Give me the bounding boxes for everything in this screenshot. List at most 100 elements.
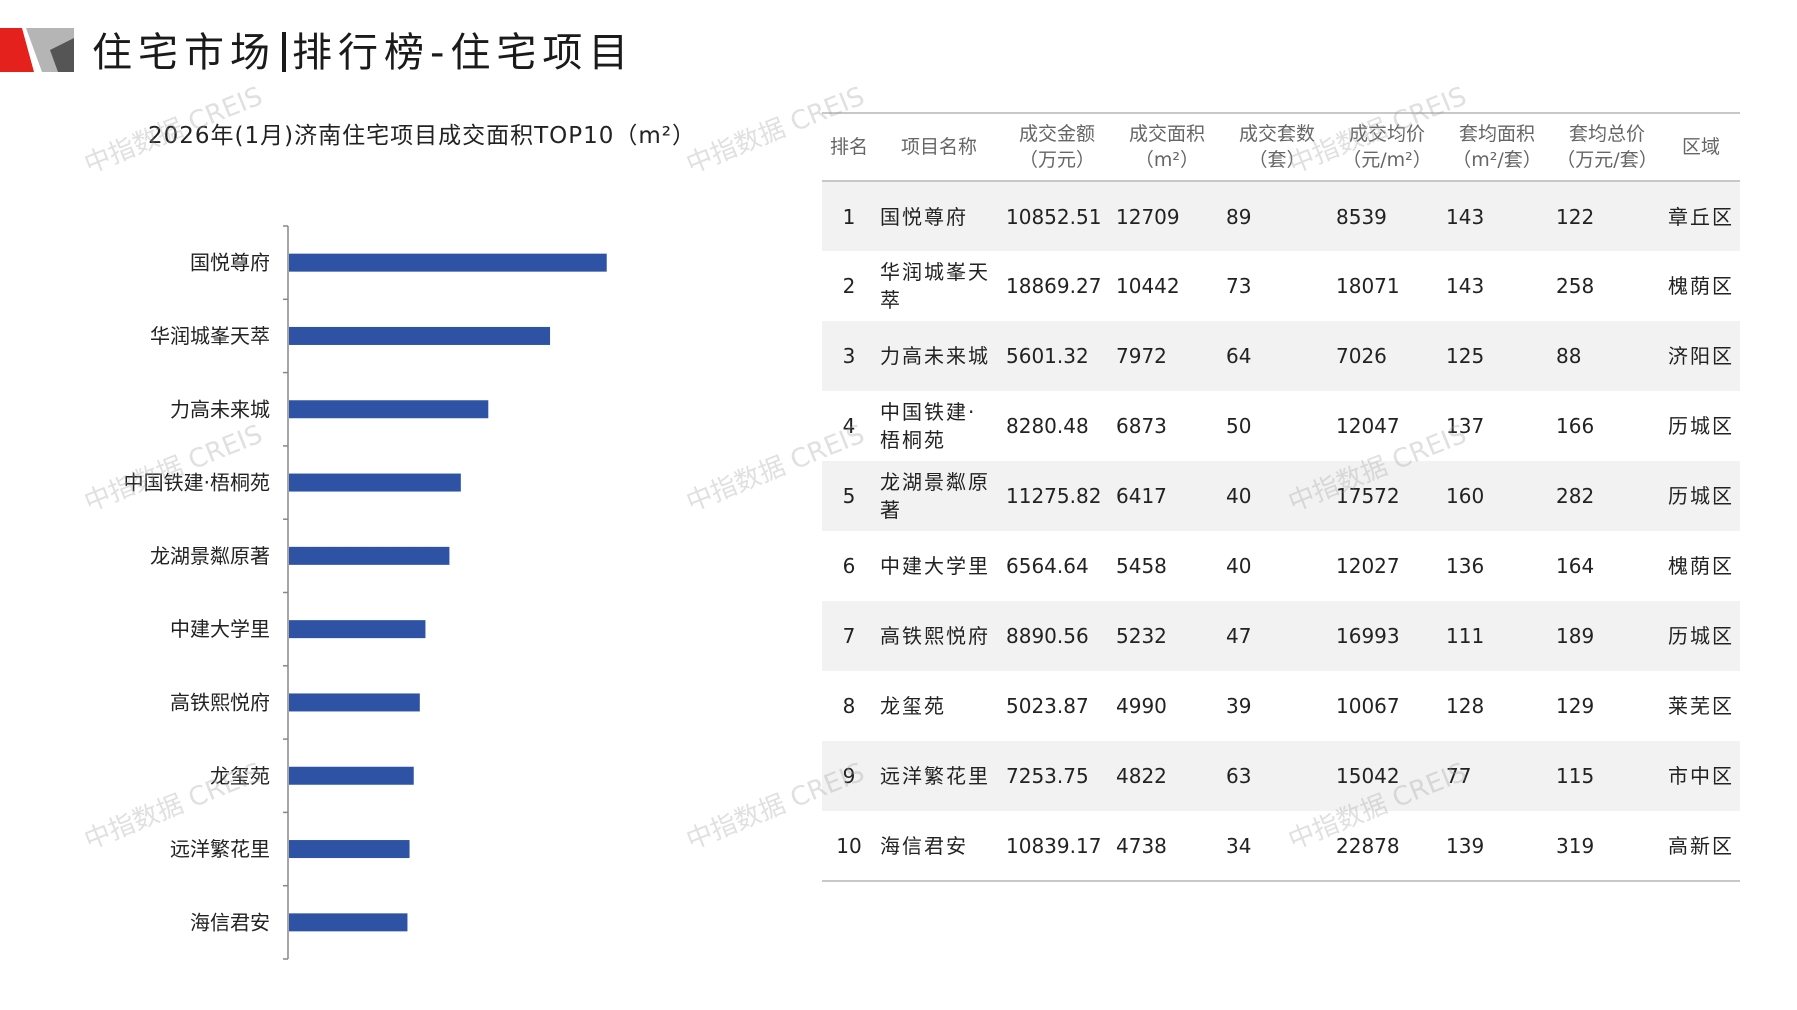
avg-total-cell: 164 <box>1556 554 1595 578</box>
avg-price-cell: 15042 <box>1336 764 1400 788</box>
project-name-cell: 远洋繁花里 <box>880 764 990 788</box>
amount-cell: 6564.64 <box>1006 554 1089 578</box>
category-label: 龙玺苑 <box>210 764 270 788</box>
table-body: 1 国悦尊府 10852.51 12709 89 8539 143 122 章丘区 2 华润城峯天萃… <box>822 181 1740 881</box>
avg-price-cell: 18071 <box>1336 274 1400 298</box>
header-rank: 排名 <box>829 136 868 158</box>
table-row: 8 龙玺苑 5023.87 4990 39 10067 128 129 莱芜区 <box>822 671 1740 741</box>
avg-total-cell: 115 <box>1556 764 1595 788</box>
avg-total-cell: 189 <box>1556 624 1595 648</box>
project-name-cell: 龙玺苑 <box>880 694 946 718</box>
bar <box>289 620 426 639</box>
district-cell: 历城区 <box>1668 624 1734 648</box>
rank-cell: 1 <box>842 204 856 229</box>
units-cell: 50 <box>1226 414 1252 438</box>
table-row: 2 华润城峯天萃 18869.27 10442 73 18071 143 258 槐荫区 <box>822 251 1740 321</box>
rank-cell: 8 <box>842 694 856 718</box>
table-row: 4 中国铁建·梧桐苑 8280.48 6873 50 12047 137 166 历城区 <box>822 391 1740 461</box>
avg-price-cell: 8539 <box>1336 204 1387 229</box>
project-name-cell: 龙湖景粼原著 <box>880 470 990 522</box>
amount-cell: 18869.27 <box>1006 274 1102 298</box>
header-area: 成交面积 （m²） <box>1128 123 1205 171</box>
bar <box>289 473 461 492</box>
area-cell: 5232 <box>1116 624 1167 648</box>
area-cell: 4738 <box>1116 833 1167 858</box>
avg-price-cell: 17572 <box>1336 484 1400 508</box>
area-cell: 5458 <box>1116 554 1167 578</box>
ranking-table: 排名 项目名称 成交金额 （万元） 成交面积 （m²） 成交套数 （套） 成交均价 （元… <box>822 112 1740 882</box>
district-cell: 市中区 <box>1668 764 1734 788</box>
bar <box>289 326 551 345</box>
avg-area-cell: 111 <box>1446 624 1485 648</box>
category-label: 中国铁建·梧桐苑 <box>124 471 270 495</box>
amount-cell: 11275.82 <box>1006 484 1102 508</box>
units-cell: 73 <box>1226 274 1252 298</box>
avg-area-cell: 139 <box>1446 833 1485 858</box>
brand-logo-mark <box>0 28 74 72</box>
avg-area-cell: 137 <box>1446 414 1485 438</box>
category-label: 远洋繁花里 <box>170 837 270 861</box>
district-cell: 章丘区 <box>1668 204 1734 229</box>
avg-total-cell: 319 <box>1556 833 1595 858</box>
category-label: 海信君安 <box>190 910 270 934</box>
area-cell: 7972 <box>1116 344 1167 368</box>
avg-price-cell: 10067 <box>1336 694 1400 718</box>
avg-area-cell: 125 <box>1446 344 1485 368</box>
category-label: 中建大学里 <box>170 617 270 641</box>
units-cell: 63 <box>1226 764 1252 788</box>
units-cell: 89 <box>1226 204 1252 229</box>
table-header-row: 排名 项目名称 成交金额 （万元） 成交面积 （m²） 成交套数 （套） 成交均价 （元… <box>822 113 1740 181</box>
units-cell: 47 <box>1226 624 1252 648</box>
rank-cell: 3 <box>842 344 856 368</box>
district-cell: 槐荫区 <box>1668 274 1734 298</box>
bar <box>289 400 489 419</box>
units-cell: 40 <box>1226 484 1252 508</box>
header-avg-price: 成交均价 （元/m²） <box>1342 123 1432 171</box>
amount-cell: 10852.51 <box>1006 204 1102 229</box>
bar <box>289 693 420 712</box>
project-name-cell: 国悦尊府 <box>880 204 968 229</box>
district-cell: 历城区 <box>1668 484 1734 508</box>
amount-cell: 5023.87 <box>1006 694 1089 718</box>
bar <box>289 913 408 932</box>
table-row: 3 力高未来城 5601.32 7972 64 7026 125 88 济阳区 <box>822 321 1740 391</box>
bar <box>289 840 410 859</box>
amount-cell: 5601.32 <box>1006 344 1089 368</box>
avg-area-cell: 143 <box>1446 204 1485 229</box>
rank-cell: 7 <box>842 624 856 648</box>
category-label: 力高未来城 <box>170 397 270 421</box>
avg-area-cell: 77 <box>1446 764 1472 788</box>
avg-total-cell: 258 <box>1556 274 1595 298</box>
rank-cell: 2 <box>842 274 856 298</box>
table-row: 6 中建大学里 6564.64 5458 40 12027 136 164 槐荫区 <box>822 531 1740 601</box>
rank-cell: 10 <box>836 833 862 858</box>
table-row: 10 海信君安 10839.17 4738 34 22878 139 319 高新区 <box>822 811 1740 881</box>
avg-price-cell: 12047 <box>1336 414 1400 438</box>
header-district: 区域 <box>1681 136 1720 158</box>
title-separator <box>282 32 286 72</box>
area-cell: 10442 <box>1116 274 1180 298</box>
bar <box>289 546 450 565</box>
avg-area-cell: 143 <box>1446 274 1485 298</box>
project-name-cell: 高铁熙悦府 <box>880 624 990 648</box>
avg-price-cell: 12027 <box>1336 554 1400 578</box>
project-name-cell: 海信君安 <box>880 833 968 858</box>
page-title-left: 住宅市场 <box>92 30 276 76</box>
bar <box>289 253 607 272</box>
header-amount: 成交金额 （万元） <box>1018 123 1095 171</box>
bar <box>289 766 414 785</box>
avg-area-cell: 128 <box>1446 694 1485 718</box>
units-cell: 39 <box>1226 694 1252 718</box>
project-name-cell: 力高未来城 <box>880 344 990 368</box>
category-label: 国悦尊府 <box>190 251 270 275</box>
category-label: 龙湖景粼原著 <box>150 544 270 568</box>
table-row: 1 国悦尊府 10852.51 12709 89 8539 143 122 章丘区 <box>822 181 1740 251</box>
amount-cell: 8280.48 <box>1006 414 1089 438</box>
area-cell: 6873 <box>1116 414 1167 438</box>
district-cell: 历城区 <box>1668 414 1734 438</box>
category-label: 华润城峯天萃 <box>150 324 270 348</box>
avg-total-cell: 122 <box>1556 204 1595 229</box>
header-avg-total: 套均总价 （万元/套） <box>1556 123 1658 171</box>
page-title-right: 排行榜-住宅项目 <box>292 30 635 76</box>
category-label: 高铁熙悦府 <box>170 690 270 714</box>
